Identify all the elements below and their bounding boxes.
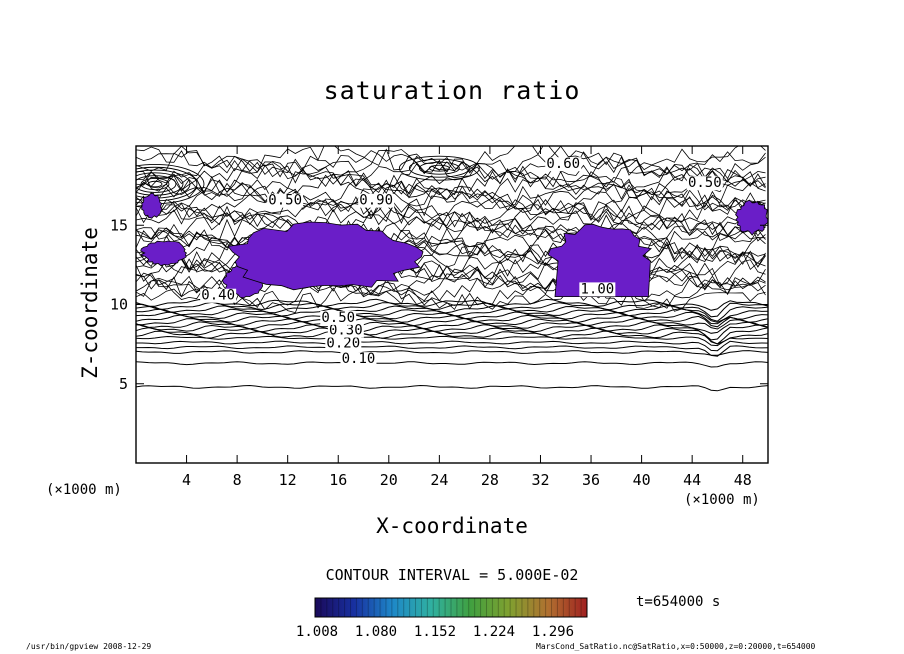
contour-line: [136, 204, 766, 238]
contour-line: [136, 278, 766, 314]
contour-line: [136, 187, 766, 222]
y-tick-label: 10: [110, 296, 128, 314]
colorbar-tick-label: 1.152: [414, 624, 456, 640]
contour-label-bg: [358, 193, 395, 208]
contour-line: [136, 212, 766, 246]
contour-loop: [418, 161, 460, 175]
contour-label: 0.90: [359, 193, 393, 209]
colorbar: 1.008 1.080 1.152 1.224 1.296: [296, 597, 588, 640]
contour-interval-text: CONTOUR INTERVAL = 5.000E-02: [325, 566, 579, 584]
contour-label: 0.10: [342, 351, 376, 367]
contour-line: [136, 327, 768, 345]
contour-loop: [408, 158, 470, 178]
contour-label: 0.50: [321, 310, 355, 326]
supersaturated-region-central: [227, 221, 424, 291]
contour-line: [136, 161, 766, 196]
contour-line: [136, 305, 768, 322]
x-axis-ticks: 4 8 12 16 20 24 28 32 36 40 44 48: [182, 146, 752, 489]
contour-label-bg: [340, 352, 377, 367]
contour-line: [136, 317, 768, 330]
contour-label-bg: [267, 193, 304, 208]
contour-line: [136, 308, 768, 323]
contour-loop: [428, 164, 450, 172]
contour-line: [136, 345, 768, 357]
x-tick-label: 28: [481, 471, 499, 489]
contour-label-bg: [579, 282, 616, 297]
supersaturated-region-left-mid: [139, 240, 187, 266]
x-axis-label: X-coordinate: [376, 514, 528, 538]
contour-label-bg: [686, 176, 723, 191]
contour-labels: 0.100.200.300.501.000.600.500.50 0.900.40: [200, 156, 723, 367]
contour-label-bg: [545, 157, 582, 172]
x-tick-label: 4: [182, 471, 191, 489]
x-tick-label: 12: [279, 471, 297, 489]
contour-line: [136, 170, 766, 203]
contour-label: 0.30: [329, 323, 363, 339]
x-tick-label: 24: [430, 471, 448, 489]
contour-label: 1.00: [581, 281, 615, 297]
x-tick-label: 32: [531, 471, 549, 489]
x-axis-unit-right: (×1000 m): [684, 492, 760, 508]
contour-line: [136, 174, 766, 209]
contour-line: [136, 228, 766, 263]
colorbar-tick-label: 1.008: [296, 624, 338, 640]
contour-line: [136, 194, 766, 226]
contour-line: [136, 311, 768, 325]
contour-loop: [136, 172, 184, 196]
x-tick-label: 48: [734, 471, 752, 489]
contour-loop: [136, 175, 177, 193]
colorbar-tick-label: 1.224: [473, 624, 515, 640]
colorbar-tick-label: 1.296: [532, 624, 574, 640]
x-tick-label: 40: [633, 471, 651, 489]
contour-line: [136, 155, 766, 187]
x-tick-label: 16: [329, 471, 347, 489]
x-tick-label: 20: [380, 471, 398, 489]
footer-right-text: MarsCond_SatRatio.nc@SatRatio,x=0:50000,…: [536, 642, 816, 651]
colorbar-tick-label: 1.080: [355, 624, 397, 640]
colorbar-gradient: [314, 597, 588, 618]
contour-lines: [136, 146, 768, 392]
contour-loop: [136, 169, 191, 199]
contour-label-bg: [200, 288, 237, 303]
contour-label: 0.40: [201, 288, 235, 304]
contour-label-bg: [320, 310, 357, 325]
contour-line: [136, 146, 766, 176]
supersaturated-region-right-edge: [735, 199, 768, 236]
contour-loop: [398, 155, 480, 181]
x-tick-label: 44: [683, 471, 701, 489]
supersaturated-region-dome: [547, 223, 652, 298]
contour-loop: [140, 177, 170, 191]
contour-label-bg: [325, 336, 362, 351]
contour-loop: [147, 180, 163, 188]
contour-line: [136, 335, 768, 347]
contour-line: [136, 209, 766, 242]
contour-line: [136, 201, 766, 234]
contour-line: [136, 165, 766, 201]
contour-line: [136, 384, 768, 392]
y-tick-label: 15: [110, 216, 128, 234]
contour-line: [136, 330, 768, 345]
contour-line: [136, 340, 768, 352]
y-axis-ticks: 5 10 15: [110, 216, 768, 393]
time-label: t=654000 s: [636, 594, 721, 610]
y-tick-label: 5: [119, 375, 128, 393]
contour-label: 0.50: [268, 193, 302, 209]
contour-label: 0.20: [326, 335, 360, 351]
x-tick-label: 36: [582, 471, 600, 489]
contour-line: [136, 350, 768, 356]
footer-left-text: /usr/bin/gpview 2008-12-29: [26, 642, 152, 651]
chart-title: saturation ratio: [323, 76, 581, 105]
contour-label: 0.50: [688, 175, 722, 191]
contour-line: [136, 361, 768, 368]
x-axis-unit-left: (×1000 m): [46, 482, 122, 498]
supersaturated-regions: [139, 192, 768, 299]
contour-label: 0.60: [546, 156, 580, 172]
contour-line: [136, 320, 768, 334]
supersaturated-region-left-upper: [141, 192, 163, 219]
contour-label-bg: [327, 323, 364, 338]
x-tick-label: 8: [233, 471, 242, 489]
contour-line: [136, 216, 766, 249]
